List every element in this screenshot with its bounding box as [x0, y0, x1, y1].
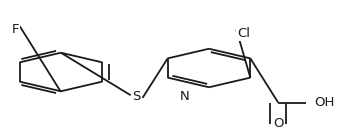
Text: Cl: Cl [237, 27, 250, 40]
Text: O: O [273, 117, 283, 130]
Text: N: N [179, 90, 189, 103]
Text: OH: OH [314, 96, 335, 109]
Text: F: F [11, 23, 19, 36]
Text: S: S [132, 90, 141, 103]
